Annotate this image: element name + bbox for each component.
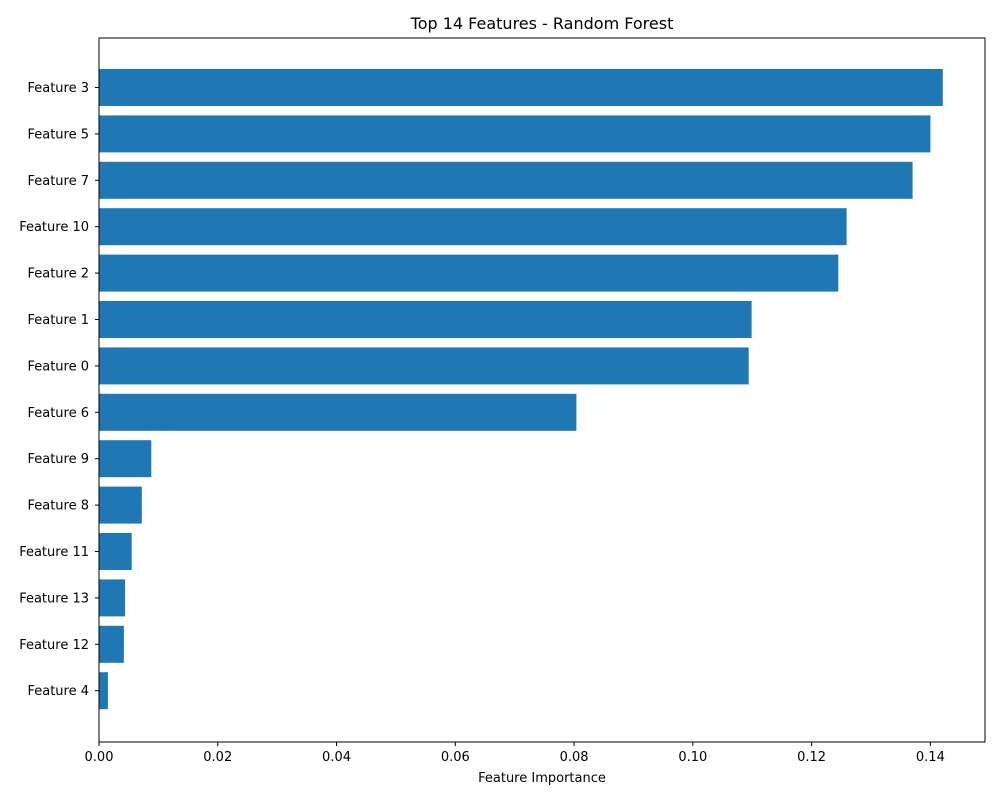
x-axis: 0.00 0.02 0.04 0.06 0.08 0.10 0.12 0.14 [85, 742, 945, 765]
x-tick-label: 0.02 [203, 750, 232, 765]
chart-title: Top 14 Features - Random Forest [410, 14, 674, 33]
x-tick-label: 0.12 [797, 750, 826, 765]
y-tick-label: Feature 3 [27, 81, 89, 96]
bar-feature-8 [99, 486, 142, 524]
bar-feature-4 [99, 672, 108, 710]
y-tick-label: Feature 5 [27, 127, 89, 142]
bar-feature-2 [99, 254, 839, 292]
y-tick-label: Feature 1 [27, 313, 89, 328]
y-tick-label: Feature 0 [27, 359, 89, 374]
bar-feature-12 [99, 625, 124, 663]
x-axis-label: Feature Importance [478, 771, 606, 786]
y-tick-label: Feature 13 [19, 591, 89, 606]
y-tick-label: Feature 6 [27, 406, 89, 421]
bar-feature-9 [99, 440, 152, 478]
y-tick-label: Feature 2 [27, 267, 89, 282]
x-tick-label: 0.06 [441, 750, 470, 765]
bar-feature-3 [99, 69, 943, 106]
y-tick-label: Feature 8 [27, 499, 89, 514]
bar-feature-1 [99, 301, 752, 338]
y-tick-label: Feature 11 [19, 545, 89, 560]
y-axis: Feature 3 Feature 5 Feature 7 Feature 10 Fea… [19, 81, 99, 699]
bar-feature-5 [99, 115, 931, 153]
y-tick-label: Feature 7 [27, 174, 89, 189]
y-tick-label: Feature 9 [27, 452, 89, 467]
bar-feature-13 [99, 579, 126, 617]
bar-feature-11 [99, 533, 132, 570]
bars-layer [99, 69, 943, 710]
y-tick-label: Feature 12 [19, 638, 89, 653]
y-tick-label: Feature 10 [19, 220, 89, 235]
x-tick-label: 0.10 [678, 750, 707, 765]
x-tick-label: 0.08 [560, 750, 589, 765]
x-tick-label: 0.14 [916, 750, 945, 765]
bar-feature-10 [99, 208, 847, 246]
plot-frame [98, 37, 986, 743]
x-tick-label: 0.04 [322, 750, 351, 765]
bar-feature-6 [99, 393, 577, 431]
x-tick-label: 0.00 [85, 750, 114, 765]
y-tick-label: Feature 4 [27, 684, 89, 699]
bar-feature-0 [99, 347, 749, 385]
bar-feature-7 [99, 161, 913, 199]
